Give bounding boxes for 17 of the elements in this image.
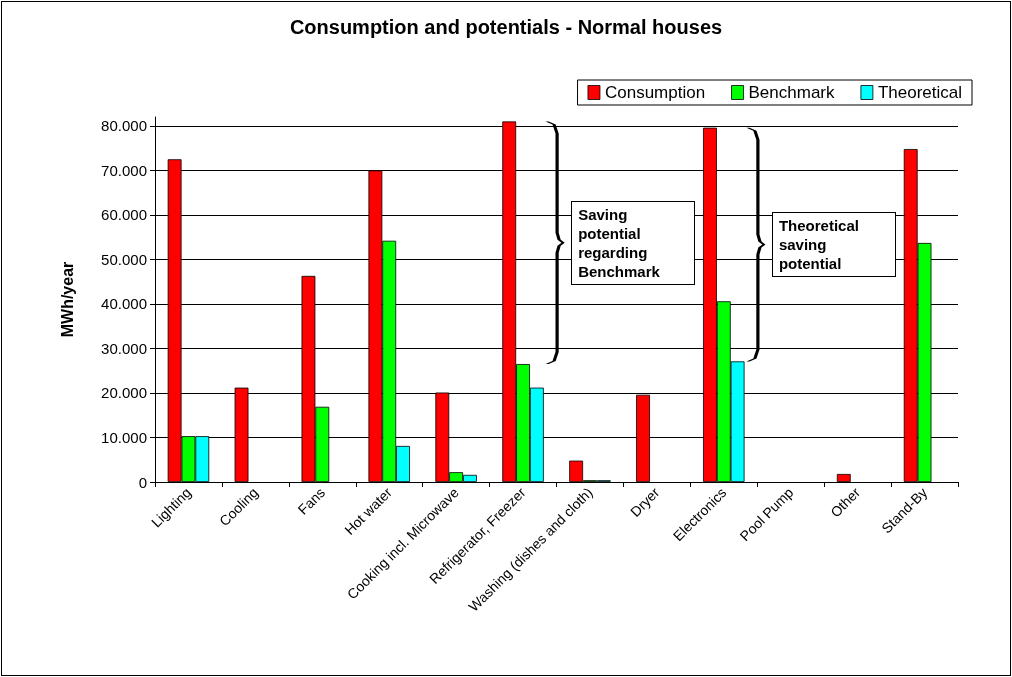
y-tick-label: 0 — [138, 473, 147, 491]
annotation: Saving potential regarding Benchmark — [571, 200, 696, 285]
legend-label: Consumption — [604, 83, 706, 102]
y-tick-label: 80.000 — [101, 117, 147, 135]
y-tick-label: 10.000 — [101, 428, 147, 446]
annotation: Theoretical saving potential — [771, 212, 896, 278]
chart-title: Consumption and potentials - Normal houses — [289, 16, 723, 38]
y-axis-title: MWh/year — [58, 261, 76, 338]
y-tick-label: 60.000 — [101, 206, 147, 224]
y-tick-label: 50.000 — [101, 250, 147, 268]
legend-label: Theoretical — [877, 83, 963, 102]
bar — [836, 473, 851, 482]
y-tick-label: 40.000 — [101, 295, 147, 313]
legend-label: Benchmark — [748, 83, 835, 102]
y-tick-label: 20.000 — [101, 384, 147, 402]
y-tick-label: 30.000 — [101, 339, 147, 357]
y-tick-label: 70.000 — [101, 161, 147, 179]
